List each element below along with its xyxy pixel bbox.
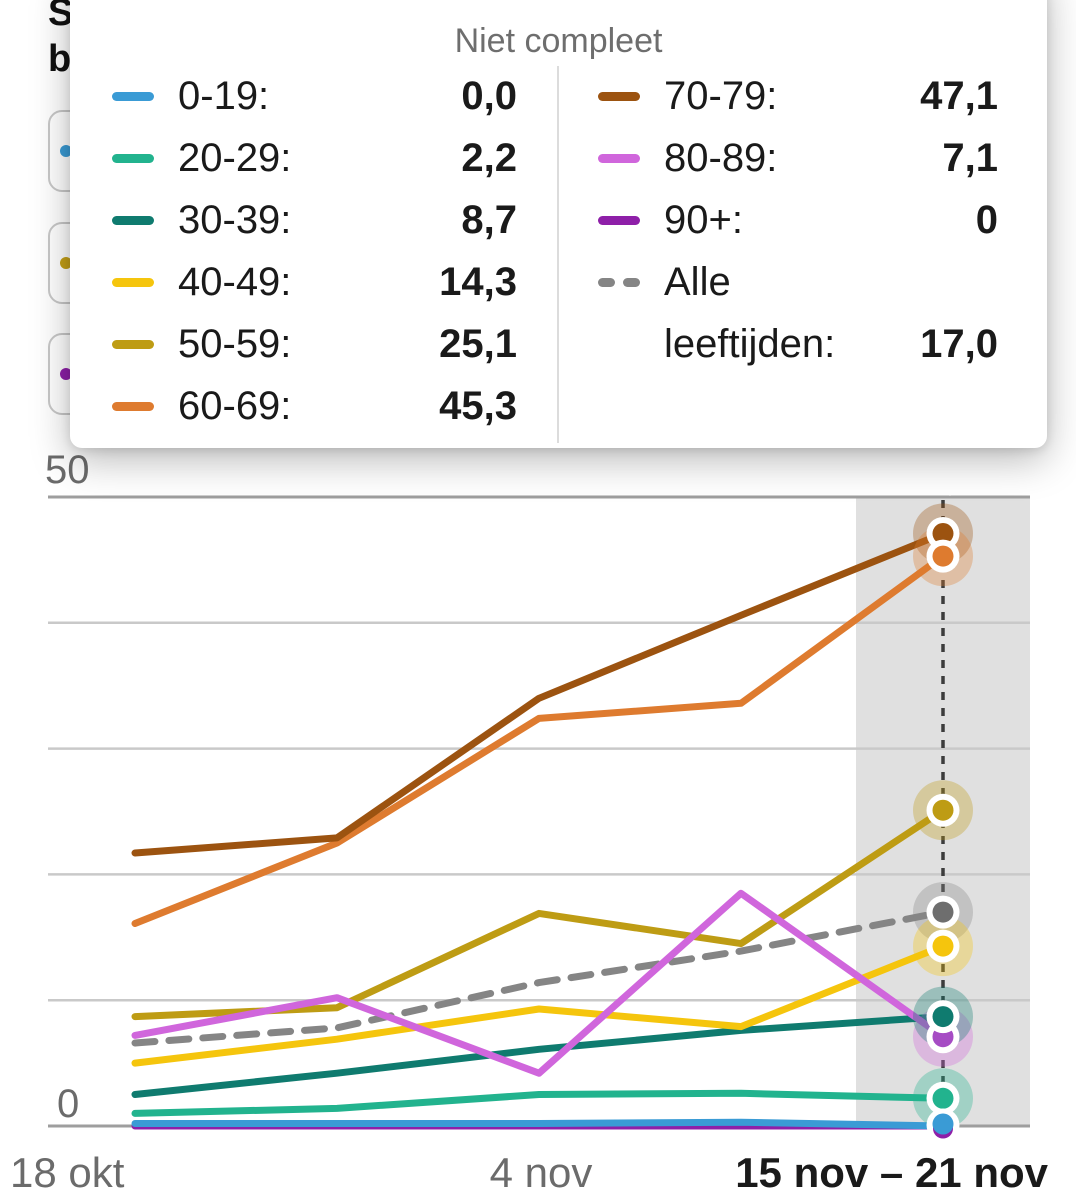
series-label: 80-89: — [664, 136, 778, 180]
x-tick-18okt: 18 okt — [10, 1149, 125, 1196]
page-title-line2: b — [48, 38, 72, 80]
chip-dot-icon — [60, 145, 72, 157]
series-label: 30-39: — [178, 198, 292, 242]
series-value: 14,3 — [439, 260, 517, 304]
dot-60-69 — [932, 545, 954, 567]
series-swatch-icon — [598, 91, 640, 101]
y-tick-0: 0 — [57, 1082, 80, 1126]
legend-row: Alle — [598, 251, 998, 313]
chip-dot-icon — [60, 257, 72, 269]
line-chart[interactable] — [0, 450, 1076, 1200]
series-value: 17,0 — [920, 322, 998, 366]
y-tick-50: 50 — [45, 448, 90, 492]
tooltip-divider — [557, 66, 559, 443]
series-swatch-icon — [112, 339, 154, 349]
series-label: 40-49: — [178, 260, 292, 304]
dot-20-29 — [932, 1087, 954, 1109]
line-40-49 — [131, 942, 947, 1067]
series-swatch-icon — [112, 277, 154, 287]
line-80-89 — [131, 889, 947, 1077]
series-value: 0,0 — [461, 74, 517, 118]
series-swatch-icon — [112, 401, 154, 411]
dot-30-39 — [932, 1006, 954, 1028]
series-value: 0 — [975, 198, 998, 242]
line-70-79 — [131, 530, 947, 857]
dot-40-49 — [932, 935, 954, 957]
line-30-39 — [131, 1013, 947, 1098]
series-label: leeftijden: — [664, 322, 836, 366]
series-swatch-icon — [112, 91, 154, 101]
series-label: 20-29: — [178, 136, 292, 180]
tooltip-column-left: 0-19: 0,0 20-29: 2,2 30-39: 8,7 40-49: 14,3 50-5… — [112, 65, 517, 437]
series-value: 7,1 — [942, 136, 998, 180]
legend-row: 20-29: 2,2 — [112, 127, 517, 189]
series-swatch-icon — [112, 153, 154, 163]
line-0-19 — [131, 1118, 947, 1130]
series-value: 2,2 — [461, 136, 517, 180]
legend-row: 70-79: 47,1 — [598, 65, 998, 127]
legend-row: leeftijden: 17,0 — [598, 313, 998, 375]
legend-row: 80-89: 7,1 — [598, 127, 998, 189]
tooltip: Niet compleet 0-19: 0,0 20-29: 2,2 30-39: 8,7… — [70, 0, 1047, 448]
series-swatch-icon — [598, 277, 640, 287]
x-tick-selected-week: 15 nov – 21 nov — [735, 1149, 1048, 1196]
legend-row: 50-59: 25,1 — [112, 313, 517, 375]
dot-50-59 — [932, 799, 954, 821]
dot-70-79 — [932, 523, 954, 544]
series-swatch-icon — [112, 215, 154, 225]
legend-row: 30-39: 8,7 — [112, 189, 517, 251]
series-label: 50-59: — [178, 322, 292, 366]
dot-Alle leeftijden — [932, 901, 954, 923]
series-value: 45,3 — [439, 384, 517, 428]
series-value: 47,1 — [920, 74, 998, 118]
series-label: 70-79: — [664, 74, 778, 118]
tooltip-title: Niet compleet — [454, 22, 663, 60]
series-label: Alle — [664, 260, 731, 304]
series-label: 60-69: — [178, 384, 292, 428]
swatch-spacer — [598, 340, 640, 349]
legend-row: 90+: 0 — [598, 189, 998, 251]
series-label: 0-19: — [178, 74, 270, 118]
series-swatch-icon — [598, 153, 640, 163]
series-value: 8,7 — [461, 198, 517, 242]
tooltip-column-right: 70-79: 47,1 80-89: 7,1 90+: 0 Alle leeftijden: 1… — [598, 65, 998, 375]
chip-dot-icon — [60, 368, 72, 380]
legend-row: 60-69: 45,3 — [112, 375, 517, 437]
legend-row: 0-19: 0,0 — [112, 65, 517, 127]
legend-row: 40-49: 14,3 — [112, 251, 517, 313]
line-20-29 — [131, 1089, 947, 1117]
tooltip-caret — [906, 444, 994, 496]
series-value: 25,1 — [439, 322, 517, 366]
series-swatch-icon — [598, 215, 640, 225]
page-title-line1: S — [48, 0, 74, 34]
dot-0-19 — [932, 1113, 954, 1135]
series-label: 90+: — [664, 198, 743, 242]
line-60-69 — [131, 552, 947, 927]
x-tick-4nov: 4 nov — [489, 1149, 593, 1196]
